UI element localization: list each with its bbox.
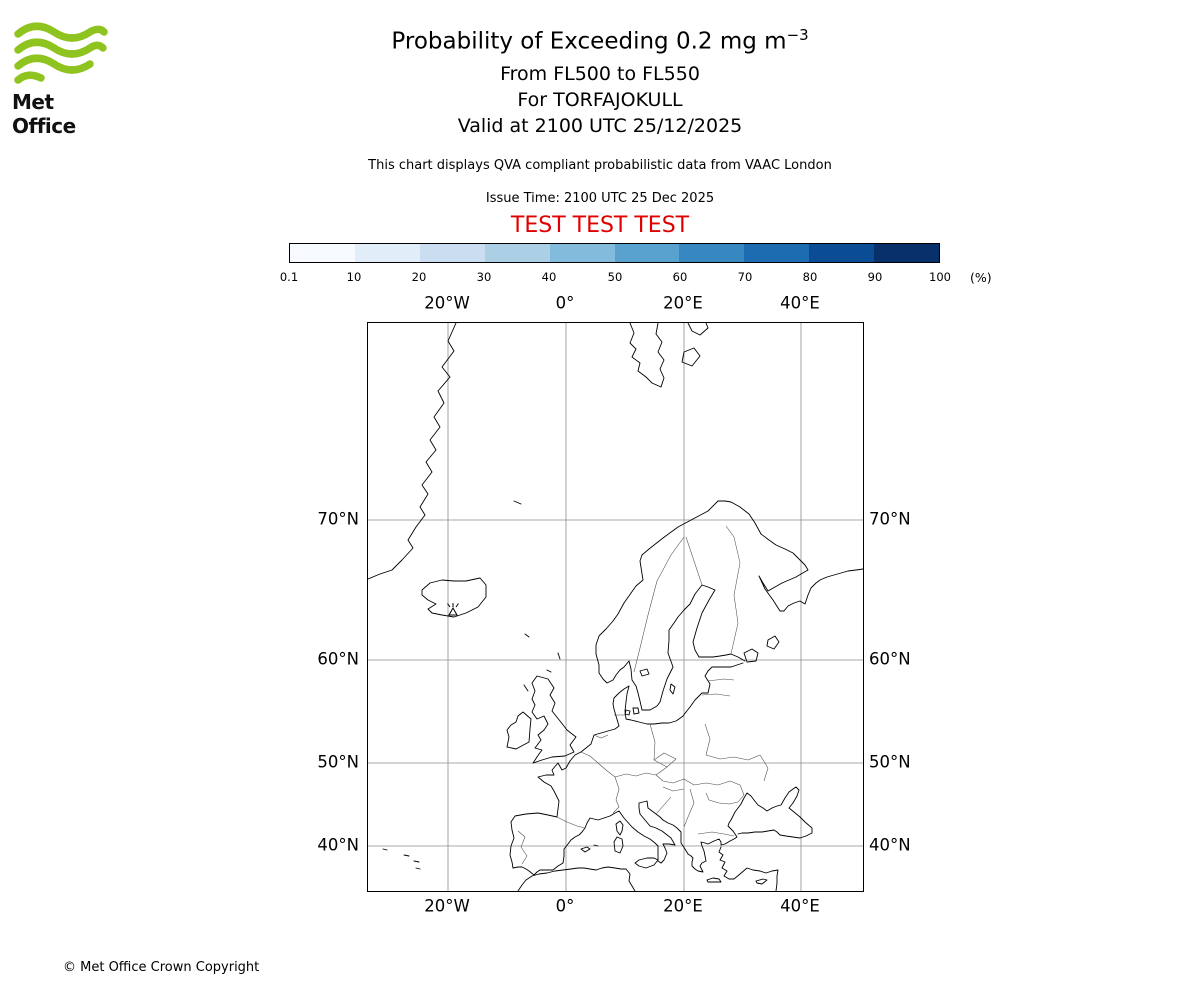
border-baltics [701,678,735,697]
lat-label-left: 70°N [317,509,359,529]
lon-label-bottom: 20°W [424,896,470,916]
border-france-east [580,751,616,778]
border-czechia [653,752,677,768]
colorbar-segment [419,244,485,262]
lat-label-left: 50°N [317,752,359,772]
subtitle-flight-levels: From FL500 to FL550 [500,63,700,85]
border-bulgaria-greece [697,831,735,837]
copyright-text: © Met Office Crown Copyright [63,960,260,975]
title-main: Probability of Exceeding 0.2 mg m [391,28,787,55]
test-banner: TEST TEST TEST [510,213,690,238]
subtitle-volcano: For TORFAJOKULL [517,89,683,111]
border-sweden-finland [685,536,703,586]
border-france-spain [556,816,586,829]
coastline-iceland [421,577,487,618]
title-exponent: −3 [786,26,809,44]
colorbar-segment [679,244,745,262]
colorbar-segment [549,244,615,262]
border-belarus-ukraine [705,754,761,761]
colorbar-scale [289,243,940,263]
coastline-north-africa [517,866,636,891]
border-serbia [683,788,695,828]
colorbar-tick-label: 80 [802,270,818,284]
coastline-britain [531,675,577,764]
coastline-kola-whitesea [717,500,863,612]
coastline-continental-europe [509,662,813,876]
issue-time: Issue Time: 2100 UTC 25 Dec 2025 [485,191,715,206]
colorbar-tick-label: 10 [346,270,362,284]
border-germany-poland [649,723,656,761]
lat-label-right: 50°N [869,752,911,772]
volcano-marker [447,603,459,616]
colorbar-segment [874,244,940,262]
border-spain-portugal [517,830,528,865]
colorbar-tick-label: 40 [541,270,557,284]
coastline-ireland [506,711,532,750]
map-gridlines [368,323,863,891]
colorbar-segment [809,244,875,262]
colorbar-tick-label: 20 [411,270,427,284]
lat-label-left: 60°N [317,649,359,669]
coastline-small-islands [382,500,561,870]
page-title: Probability of Exceeding 0.2 mg m−3 [0,26,1200,55]
colorbar-tick-label: 90 [867,270,883,284]
lon-label-bottom: 20°E [663,896,703,916]
lon-label-bottom: 0° [555,896,575,916]
coastline-islands-lakes [580,635,780,885]
colorbar-tick-label: 30 [476,270,492,284]
colorbar-tick-label: 50 [607,270,623,284]
lon-label-top: 20°E [663,293,703,313]
colorbar-tick-label: 0.1 [279,270,299,284]
lat-label-right: 40°N [869,835,911,855]
coastline-turkey [718,846,779,891]
lat-label-right: 60°N [869,649,911,669]
lat-label-right: 70°N [869,509,911,529]
border-romania-bulgaria [705,784,745,805]
lon-label-bottom: 40°E [780,896,820,916]
colorbar-segment [744,244,810,262]
colorbar-tick-label: 100 [929,270,951,284]
colorbar-ticks: 0.1 10 20 30 40 50 60 70 80 90 100 [280,270,951,286]
colorbar-tick-label: 60 [672,270,688,284]
border-norway-sweden [633,536,685,673]
met-office-logo-icon [14,22,108,84]
lat-label-left: 40°N [317,835,359,855]
colorbar-unit: (%) [970,270,992,285]
colorbar-segment [290,244,355,262]
colorbar-segment [614,244,680,262]
lon-label-top: 20°W [424,293,470,313]
coastline-svalbard-east [681,323,709,367]
border-austria-hungary [655,774,685,784]
border-ukraine-russia [759,754,769,782]
border-finland-russia [725,525,741,655]
logo-text: Met Office [12,90,76,138]
lon-label-top: 40°E [780,293,820,313]
colorbar-segment [354,244,420,262]
colorbar-segment [484,244,550,262]
europe-map [368,323,863,891]
coastlines [368,323,863,891]
border-romania-north [683,778,741,786]
met-office-logo: Met Office [12,22,112,138]
border-poland-east [704,723,711,756]
border-netherlands-germany [593,734,609,739]
subtitle-valid-time: Valid at 2100 UTC 25/12/2025 [457,115,743,137]
colorbar-tick-label: 70 [737,270,753,284]
border-hungary-croatia [655,786,685,815]
country-borders [517,525,769,865]
chart-description: This chart displays QVA compliant probab… [368,158,832,173]
map-panel [367,322,864,892]
coastline-greenland [368,323,457,580]
coastline-scandinavia [595,500,746,711]
lon-label-top: 0° [555,293,575,313]
border-alps [614,766,668,778]
coastline-svalbard [629,323,665,388]
border-france-italy [612,776,620,814]
